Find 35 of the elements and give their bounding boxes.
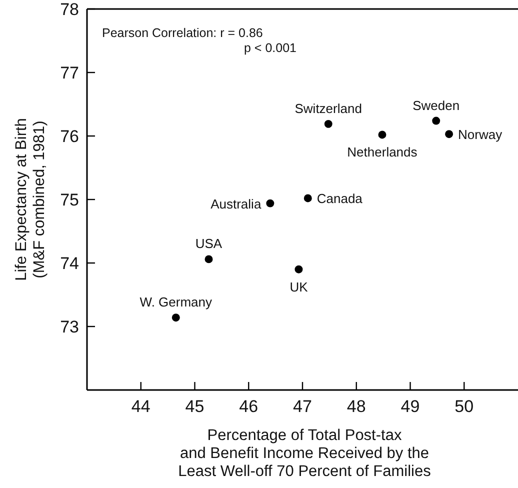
series-label: Norway [458,127,503,142]
series-label: UK [290,279,308,294]
x-tick-label: 48 [346,397,366,416]
point [324,120,332,128]
point [445,130,454,138]
series-label: USA [195,236,222,252]
series-label: W. Germany [140,294,213,310]
point [266,199,274,208]
x-axis-title: Percentage of Total Post-tax and Benefit Income Received by the Least Well-off 70 Percent of Families [178,427,432,480]
y-tick-label: 74 [60,254,79,273]
point [204,255,213,264]
series-label: Sweden [412,98,460,113]
series-label: Switzerland [294,100,362,116]
y-axis-title: Life Expectancy at Birth (M&F combined, 1981) [13,118,48,281]
x-tick-label: 44 [131,397,150,416]
point [378,130,386,139]
point [304,194,312,202]
series-label: Australia [210,196,262,212]
y-tick-label: 75 [60,190,79,210]
y-tick-label: 73 [60,318,79,336]
annotation: p < 0.001 [244,41,297,55]
y-tick-label: 77 [60,64,79,82]
annotation: Pearson Correlation: r = 0.86 [102,26,263,40]
point [172,314,180,322]
series-label: Netherlands [347,144,418,160]
y-tick-label: 78 [60,0,79,19]
x-tick-label: 45 [185,397,204,416]
x-tick-label: 46 [239,397,258,416]
x-tick-label: 47 [293,397,312,416]
point [432,116,440,125]
y-tick-label: 76 [60,127,79,146]
x-tick-label: 50 [454,397,474,416]
series-label: Canada [316,191,364,206]
point [294,265,303,274]
x-tick-label: 49 [400,397,420,416]
